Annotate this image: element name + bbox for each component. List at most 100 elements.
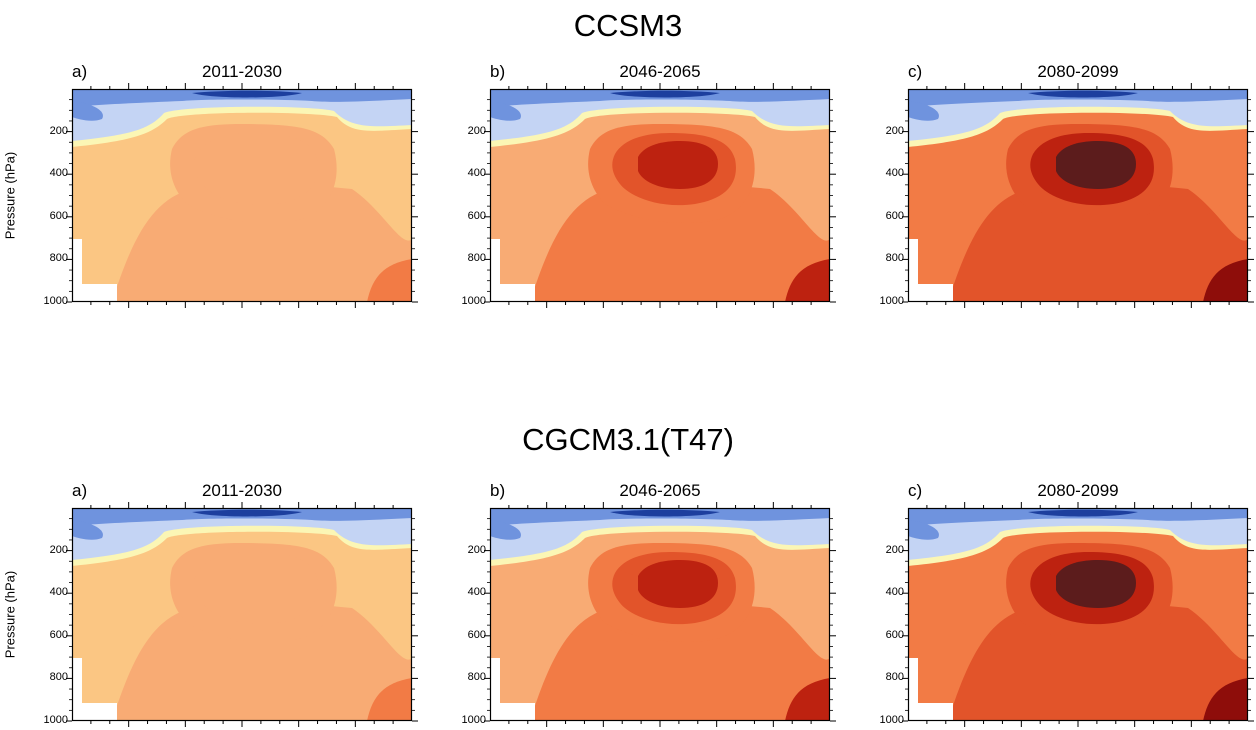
y-tick-label: 800 [49, 671, 68, 684]
contour-fill-mid [112, 183, 412, 302]
contour-fill-core [194, 133, 318, 206]
stratosphere-left-lobe [908, 520, 939, 540]
plot-frame [907, 88, 1249, 303]
panel-title: 2011-2030 [201, 481, 283, 500]
stratosphere-core [192, 90, 302, 98]
topography-mask [490, 658, 535, 721]
panel-letter: c) [908, 481, 923, 500]
contour-fill-inner-core [638, 141, 718, 189]
stratosphere-core [192, 509, 302, 517]
stratosphere-mid [72, 89, 412, 107]
y-tick-label: 400 [49, 167, 68, 180]
y-tick-label: 800 [885, 252, 904, 265]
y-tick-label: 400 [49, 586, 68, 599]
panel-letter: a) [72, 62, 88, 81]
y-tick-label: 800 [467, 671, 486, 684]
y-tick-label: 200 [49, 124, 68, 137]
panel-title: 2046-2065 [619, 481, 701, 500]
stratosphere-mid [908, 508, 1248, 526]
model-title: CCSM3 [573, 8, 683, 43]
contour-fill-lower-right [785, 259, 830, 302]
y-tick-label: 800 [885, 671, 904, 684]
stratosphere-left-lobe [490, 520, 521, 540]
stratosphere-left-lobe [908, 101, 939, 121]
contour-fill-inner-core [1056, 141, 1136, 189]
contour-fill-lower-right [785, 678, 830, 721]
contour-panel [484, 83, 836, 308]
y-axis-label: Pressure (hPa) [2, 570, 18, 658]
panel-letter: b) [490, 62, 506, 81]
topography-mask [490, 239, 535, 302]
stratosphere-core [610, 90, 720, 98]
panel-title: 2011-2030 [201, 62, 283, 81]
contour-fill-core [194, 552, 318, 625]
stratosphere-mid [72, 508, 412, 526]
y-tick-label: 1000 [879, 714, 904, 726]
contour-fill-mid [948, 183, 1248, 302]
y-tick-label: 1000 [43, 295, 68, 307]
contour-fill-inner-core [638, 560, 718, 608]
stratosphere-left-lobe [490, 101, 521, 121]
panel-title: 2080-2099 [1037, 481, 1119, 500]
y-tick-label: 600 [467, 628, 486, 641]
plot-frame [489, 88, 831, 303]
panel-letter: c) [908, 62, 923, 81]
y-tick-label: 600 [49, 628, 68, 641]
contour-fill-lower-right [1203, 259, 1248, 302]
plot-frame [907, 507, 1249, 722]
contour-fill-mid [112, 602, 412, 721]
stratosphere-core [1028, 90, 1138, 98]
y-tick-label: 200 [467, 124, 486, 137]
stratosphere-left-lobe [72, 520, 103, 540]
panel-title: 2080-2099 [1037, 62, 1119, 81]
topography-mask [72, 239, 117, 302]
contour-panel [902, 502, 1254, 727]
y-tick-label: 600 [49, 209, 68, 222]
y-tick-label: 1000 [461, 295, 486, 307]
stratosphere-mid [490, 89, 830, 107]
y-tick-label: 600 [885, 209, 904, 222]
panel-letter: b) [490, 481, 506, 500]
contour-panel [484, 502, 836, 727]
y-tick-label: 200 [885, 124, 904, 137]
contour-panel [66, 502, 418, 727]
topography-mask [908, 658, 953, 721]
stratosphere-left-lobe [72, 101, 103, 121]
y-tick-label: 600 [885, 628, 904, 641]
y-tick-label: 200 [467, 543, 486, 556]
y-tick-label: 1000 [461, 714, 486, 726]
y-tick-label: 600 [467, 209, 486, 222]
contour-fill-mid [948, 602, 1248, 721]
stratosphere-mid [490, 508, 830, 526]
model-title: CGCM3.1(T47) [522, 422, 734, 457]
plot-frame [71, 88, 413, 303]
contour-fill-lower-right [367, 259, 412, 302]
contour-panel [66, 83, 418, 308]
topography-mask [72, 658, 117, 721]
y-tick-label: 1000 [43, 714, 68, 726]
y-tick-label: 400 [885, 167, 904, 180]
contour-fill-mid [530, 602, 830, 721]
topography-mask [908, 239, 953, 302]
contour-fill-inner-core [1056, 560, 1136, 608]
panel-title: 2046-2065 [619, 62, 701, 81]
y-tick-label: 400 [885, 586, 904, 599]
plot-frame [489, 507, 831, 722]
panel-letter: a) [72, 481, 88, 500]
contour-panel [902, 83, 1254, 308]
y-tick-label: 800 [49, 252, 68, 265]
y-tick-label: 400 [467, 167, 486, 180]
stratosphere-core [1028, 509, 1138, 517]
contour-fill-mid [530, 183, 830, 302]
y-tick-label: 400 [467, 586, 486, 599]
y-tick-label: 200 [49, 543, 68, 556]
contour-fill-lower-right [1203, 678, 1248, 721]
contour-fill-lower-right [367, 678, 412, 721]
y-tick-label: 1000 [879, 295, 904, 307]
stratosphere-core [610, 509, 720, 517]
y-tick-label: 200 [885, 543, 904, 556]
y-tick-label: 800 [467, 252, 486, 265]
plot-frame [71, 507, 413, 722]
y-axis-label: Pressure (hPa) [2, 151, 18, 239]
stratosphere-mid [908, 89, 1248, 107]
